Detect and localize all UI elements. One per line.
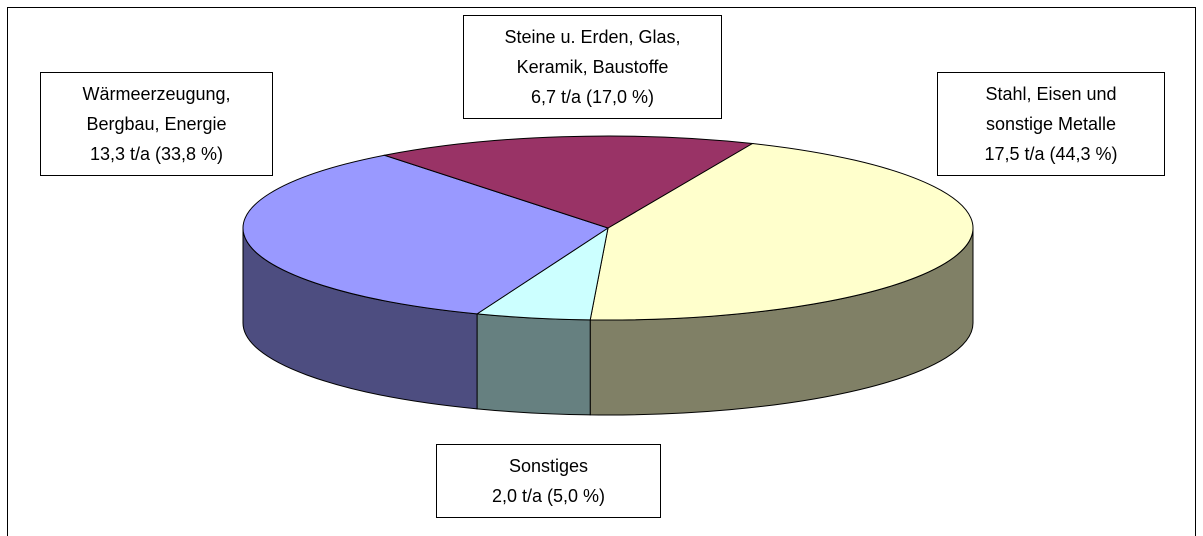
value-label: 17,5 t/a (44,3 %) <box>984 144 1118 164</box>
category-label: Sonstiges <box>508 456 589 476</box>
value-label: 13,3 t/a (33,8 %) <box>89 144 224 164</box>
data-label: Stahl, Eisen und sonstige Metalle 17,5 t/… <box>937 72 1165 176</box>
category-label: Steine u. Erden, Glas, Keramik, Baustoff… <box>504 27 681 77</box>
category-label: Wärmeerzeugung, Bergbau, Energie <box>82 84 231 134</box>
pie-slice-side <box>476 313 591 416</box>
data-label: Sonstiges 2,0 t/a (5,0 %) <box>436 444 661 518</box>
data-label: Wärmeerzeugung, Bergbau, Energie 13,3 t/a… <box>40 72 273 176</box>
value-label: 2,0 t/a (5,0 %) <box>491 486 606 506</box>
pie-slice <box>589 142 974 321</box>
chart-frame <box>7 7 1196 536</box>
category-label: Stahl, Eisen und sonstige Metalle <box>985 84 1117 134</box>
value-label: 6,7 t/a (17,0 %) <box>530 87 655 107</box>
pie-slice <box>242 154 610 315</box>
data-label: Steine u. Erden, Glas, Keramik, Baustoff… <box>463 15 722 119</box>
pie-slice <box>382 135 754 229</box>
